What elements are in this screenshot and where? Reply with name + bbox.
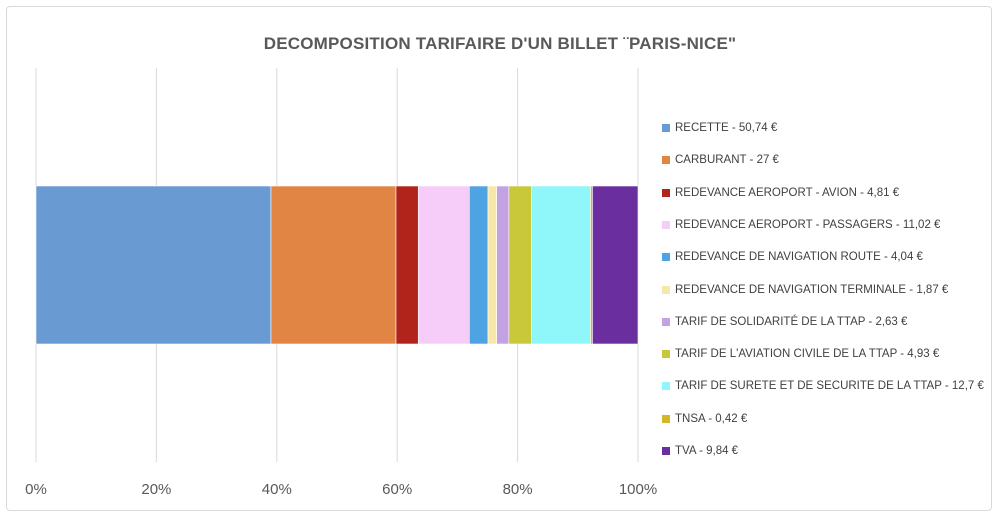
legend-item: TARIF DE SURETE ET DE SECURITE DE LA TTA…: [662, 376, 984, 396]
legend-swatch: [662, 317, 670, 326]
x-tick-label: 80%: [503, 481, 533, 498]
x-axis-ticks: 0% 20% 40% 60% 80% 100%: [25, 481, 657, 498]
bar-segment: [417, 185, 470, 345]
legend-label: TARIF DE SURETE ET DE SECURITE DE LA TTA…: [675, 380, 984, 393]
x-tick-label: 60%: [382, 481, 412, 498]
legend-label: REDEVANCE AEROPORT - AVION - 4,81 €: [675, 186, 900, 199]
legend-label: TARIF DE SOLIDARITÉ DE LA TTAP - 2,63 €: [675, 315, 908, 328]
bar-segment: [487, 185, 497, 345]
bar-segment: [270, 185, 397, 345]
legend-item: RECETTE - 50,74 €: [662, 118, 777, 138]
x-tick-label: 20%: [141, 481, 171, 498]
legend-item: TNSA - 0,42 €: [662, 409, 747, 429]
bar-segment: [531, 185, 591, 345]
legend-item: TVA - 9,84 €: [662, 441, 738, 461]
legend-label: TARIF DE L'AVIATION CIVILE DE LA TTAP - …: [675, 348, 940, 361]
legend-swatch: [662, 124, 670, 132]
chart-title: DECOMPOSITION TARIFAIRE D'UN BILLET ¨PAR…: [263, 34, 737, 53]
legend-swatch: [662, 156, 670, 165]
legend-swatch: [662, 447, 670, 455]
bar-segment: [592, 185, 639, 345]
legend-swatch: [662, 382, 670, 391]
legend-item: TARIF DE L'AVIATION CIVILE DE LA TTAP - …: [662, 344, 939, 364]
legend-swatch: [662, 188, 670, 197]
legend-item: TARIF DE SOLIDARITÉ DE LA TTAP - 2,63 €: [662, 312, 907, 332]
legend-label: REDEVANCE DE NAVIGATION TERMINALE - 1,87…: [675, 283, 949, 296]
legend-label: TVA - 9,84 €: [675, 445, 739, 457]
bar-segment: [395, 185, 419, 345]
legend-swatch: [662, 350, 670, 359]
bar-segment: [35, 185, 272, 345]
bar-segment: [508, 185, 532, 345]
legend-item: CARBURANT - 27 €: [662, 150, 779, 170]
chart-frame: [6, 6, 992, 511]
legend-label: RECETTE - 50,74 €: [675, 122, 778, 134]
legend-item: REDEVANCE DE NAVIGATION ROUTE - 4,04 €: [662, 247, 923, 267]
legend-swatch: [662, 285, 670, 294]
legend-swatch: [662, 414, 670, 423]
legend-item: REDEVANCE DE NAVIGATION TERMINALE - 1,87…: [662, 280, 948, 300]
legend-item: REDEVANCE AEROPORT - AVION - 4,81 €: [662, 183, 899, 203]
x-tick-label: 0%: [25, 481, 47, 498]
bar-segment: [469, 185, 489, 345]
legend-label: REDEVANCE AEROPORT - PASSAGERS - 11,02 €: [675, 218, 941, 231]
bar-segment: [496, 185, 510, 345]
legend-label: REDEVANCE DE NAVIGATION ROUTE - 4,04 €: [675, 251, 923, 264]
legend-swatch: [662, 253, 670, 262]
legend-swatch: [662, 220, 670, 229]
legend-label: CARBURANT - 27 €: [675, 154, 779, 167]
x-tick-label: 40%: [262, 481, 292, 498]
legend-item: REDEVANCE AEROPORT - PASSAGERS - 11,02 €: [662, 215, 940, 235]
x-tick-label: 100%: [619, 481, 657, 498]
legend-label: TNSA - 0,42 €: [675, 412, 748, 425]
stacked-bar: [35, 185, 639, 345]
